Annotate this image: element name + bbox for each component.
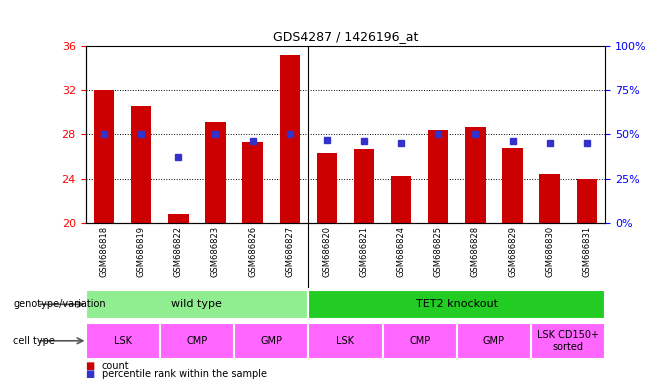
Bar <box>391 176 411 223</box>
Bar <box>382 323 457 359</box>
Bar <box>457 323 531 359</box>
Bar <box>309 290 605 319</box>
Text: GMP: GMP <box>483 336 505 346</box>
Text: GSM686830: GSM686830 <box>545 226 554 277</box>
Text: GSM686818: GSM686818 <box>99 226 109 277</box>
Text: GSM686819: GSM686819 <box>137 226 145 277</box>
Bar <box>531 323 605 359</box>
Text: LSK CD150+
sorted: LSK CD150+ sorted <box>537 330 599 352</box>
Text: GSM686829: GSM686829 <box>508 226 517 277</box>
Bar <box>316 153 337 223</box>
Text: genotype/variation: genotype/variation <box>13 299 106 310</box>
Text: GSM686822: GSM686822 <box>174 226 183 277</box>
Bar <box>280 55 300 223</box>
Text: GSM686823: GSM686823 <box>211 226 220 277</box>
Text: LSK: LSK <box>114 336 132 346</box>
Text: cell type: cell type <box>13 336 55 346</box>
Bar <box>428 130 449 223</box>
Bar <box>540 174 560 223</box>
Bar <box>234 323 309 359</box>
Bar <box>354 149 374 223</box>
Bar <box>576 179 597 223</box>
Text: GSM686827: GSM686827 <box>286 226 294 277</box>
Bar <box>205 122 226 223</box>
Text: count: count <box>102 361 130 371</box>
Bar <box>94 90 114 223</box>
Text: LSK: LSK <box>336 336 355 346</box>
Bar <box>131 106 151 223</box>
Text: GSM686820: GSM686820 <box>322 226 332 277</box>
Text: GMP: GMP <box>260 336 282 346</box>
Bar <box>502 147 522 223</box>
Text: GSM686826: GSM686826 <box>248 226 257 277</box>
Text: ■: ■ <box>86 361 95 371</box>
Text: GSM686825: GSM686825 <box>434 226 443 277</box>
Text: GSM686831: GSM686831 <box>582 226 592 277</box>
Bar <box>465 127 486 223</box>
Bar <box>86 290 309 319</box>
Bar <box>86 323 160 359</box>
Text: wild type: wild type <box>172 299 222 310</box>
Text: GSM686824: GSM686824 <box>397 226 405 277</box>
Bar <box>160 323 234 359</box>
Text: ■: ■ <box>86 369 95 379</box>
Text: TET2 knockout: TET2 knockout <box>416 299 498 310</box>
Text: GSM686828: GSM686828 <box>471 226 480 277</box>
Text: CMP: CMP <box>409 336 430 346</box>
Text: percentile rank within the sample: percentile rank within the sample <box>102 369 267 379</box>
Text: GSM686821: GSM686821 <box>359 226 368 277</box>
Bar <box>168 214 189 223</box>
Bar <box>242 142 263 223</box>
Bar <box>309 323 382 359</box>
Text: CMP: CMP <box>186 336 207 346</box>
Title: GDS4287 / 1426196_at: GDS4287 / 1426196_at <box>273 30 418 43</box>
